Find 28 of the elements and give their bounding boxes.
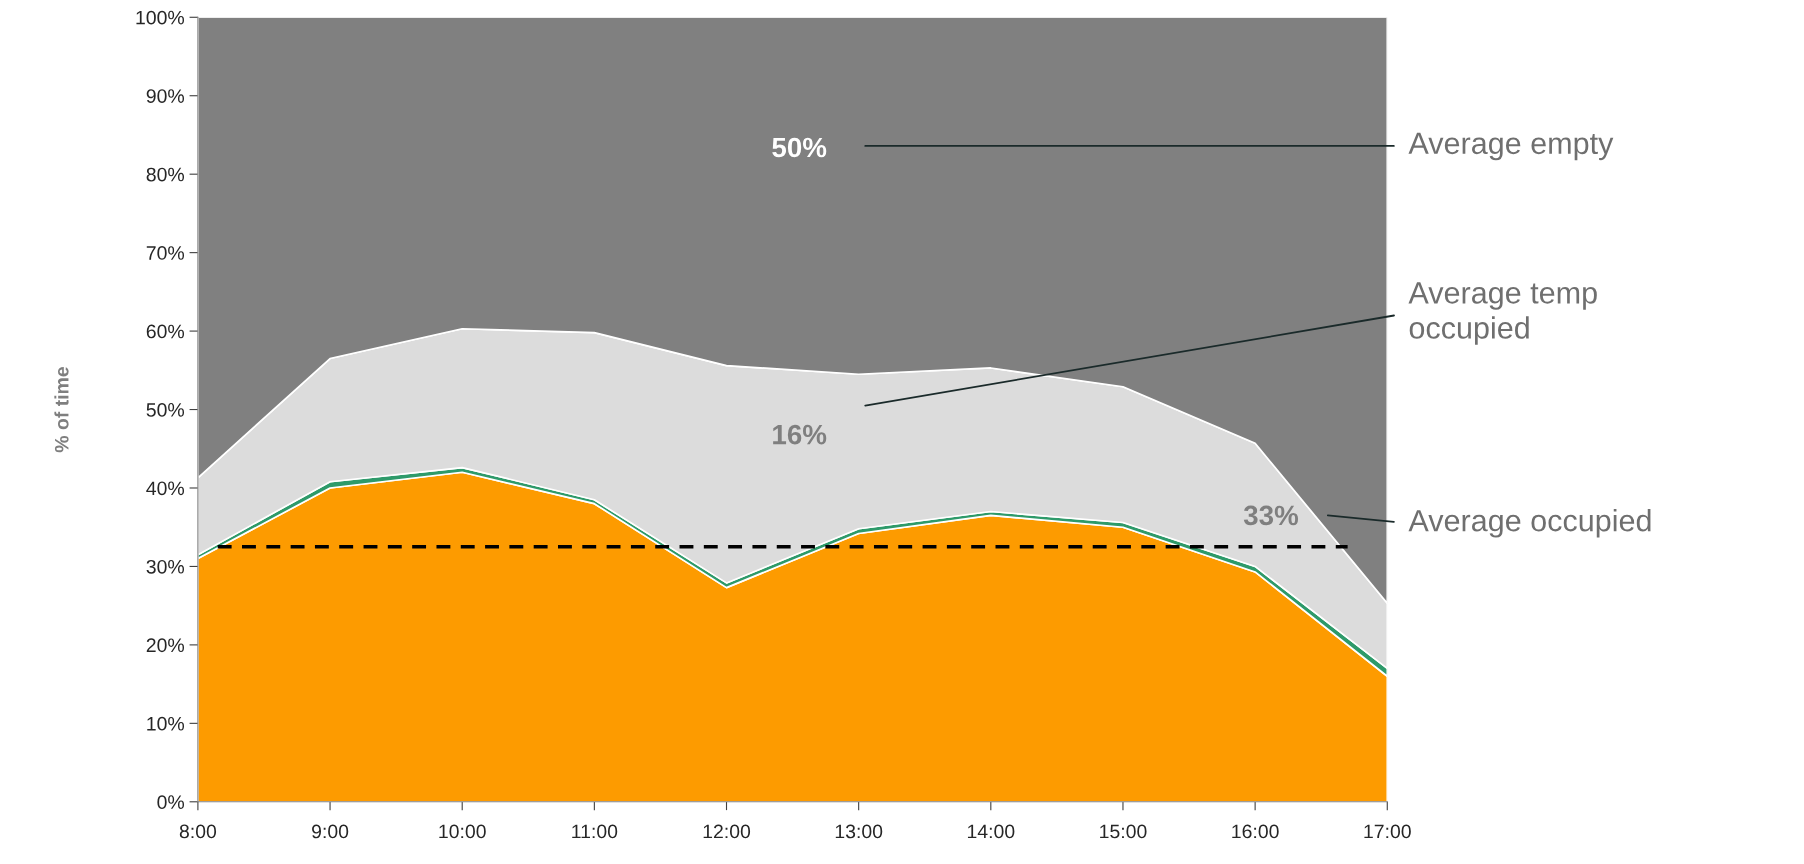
x-tick-label: 10:00 bbox=[439, 824, 486, 839]
text: Average temp occupied bbox=[1408, 282, 1597, 345]
y-tick-label: 40% bbox=[146, 481, 185, 496]
y-tick-label: 90% bbox=[146, 89, 185, 103]
annotation: 33% bbox=[1243, 505, 1299, 526]
y-tick-label: 70% bbox=[146, 246, 185, 260]
x-tick-label: 11:00 bbox=[572, 824, 618, 839]
x-tick-label: 13:00 bbox=[835, 824, 883, 839]
text: Average empty bbox=[1408, 132, 1614, 161]
y-tick-label: 10% bbox=[147, 716, 185, 731]
annotation: 50% bbox=[772, 137, 827, 158]
x-tick-label: 16:00 bbox=[1232, 824, 1279, 839]
y-tick-label: 80% bbox=[146, 167, 185, 182]
x-tick-label: 17:00 bbox=[1364, 824, 1411, 839]
y-axis-title: % of time bbox=[54, 366, 69, 453]
y-tick-label: 30% bbox=[146, 559, 185, 574]
annotation: 16% bbox=[773, 424, 827, 445]
x-tick-label: 15:00 bbox=[1100, 824, 1147, 839]
text: Average occupied bbox=[1408, 509, 1651, 538]
y-tick-label: 0% bbox=[157, 795, 185, 810]
x-tick-label: 8:00 bbox=[179, 824, 217, 839]
y-tick-label: 100% bbox=[136, 10, 185, 25]
x-tick-label: 14:00 bbox=[967, 824, 1015, 839]
x-tick-label: 12:00 bbox=[703, 824, 751, 839]
y-tick-label: 60% bbox=[146, 324, 185, 339]
x-tick-label: 9:00 bbox=[312, 824, 349, 839]
y-tick-label: 50% bbox=[146, 403, 185, 417]
y-tick-label: 20% bbox=[146, 638, 185, 653]
